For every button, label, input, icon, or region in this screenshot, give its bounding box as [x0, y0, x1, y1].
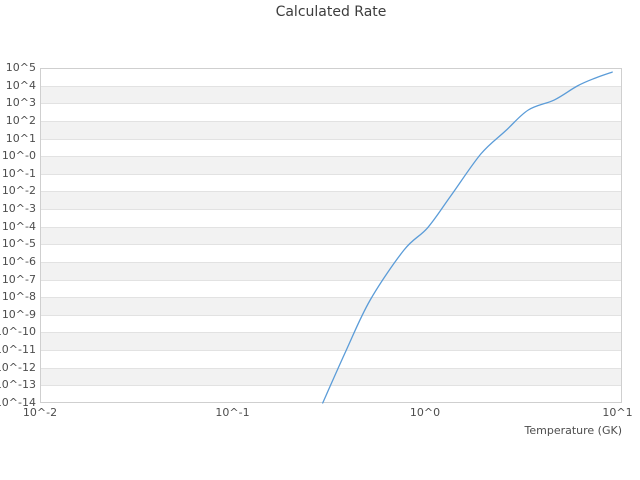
background-band [41, 69, 621, 86]
background-band [41, 120, 621, 139]
y-tick-label: 10^-2 [1, 184, 36, 198]
y-tick-label: 10^-12 [0, 360, 36, 374]
y-gridline [41, 385, 621, 387]
y-tick-label: 10^4 [5, 78, 36, 92]
y-tick-label: 10^-5 [1, 237, 36, 251]
background-band [41, 191, 621, 210]
background-band [41, 138, 621, 157]
y-tick-label: 10^-4 [1, 219, 36, 233]
y-gridline [41, 314, 621, 316]
background-band [41, 156, 621, 174]
y-tick-label: 10^-6 [1, 254, 36, 268]
y-gridline [41, 103, 621, 105]
background-band [41, 314, 621, 333]
y-gridline [41, 350, 621, 352]
y-gridline [41, 120, 621, 122]
y-tick-label: 10^-3 [1, 202, 36, 216]
background-band [41, 297, 621, 315]
y-gridline [41, 191, 621, 193]
y-tick-label: 10^-13 [0, 378, 36, 392]
y-tick-label: 10^-14 [0, 396, 36, 409]
background-band [41, 350, 621, 368]
y-tick-label: 10^-8 [1, 290, 36, 304]
y-gridline [41, 209, 621, 211]
background-band [41, 279, 621, 298]
y-tick-label: 10^3 [5, 96, 36, 110]
plot-area [40, 68, 622, 403]
y-gridline [41, 332, 621, 334]
y-tick-label: 10^-0 [1, 149, 36, 163]
y-gridline [41, 244, 621, 246]
chart-title: Calculated Rate [275, 4, 387, 20]
background-band [41, 209, 621, 227]
y-gridline [41, 261, 621, 263]
y-tick-label: 10^-10 [0, 325, 36, 339]
background-band [41, 385, 621, 402]
x-tick-label: 10^-1 [215, 406, 250, 419]
y-tick-label: 10^-11 [0, 343, 36, 357]
y-tick-label: 10^-9 [1, 307, 36, 321]
background-band [41, 332, 621, 351]
background-band [41, 103, 621, 121]
y-gridline [41, 173, 621, 175]
y-tick-label: 10^5 [5, 61, 36, 74]
y-gridline [41, 279, 621, 281]
x-tick-label: 10^1 [602, 406, 633, 419]
y-gridline [41, 156, 621, 158]
y-gridline [41, 367, 621, 369]
y-gridline [41, 138, 621, 140]
x-tick-label: 10^0 [409, 406, 441, 419]
y-tick-label: 10^-1 [1, 166, 36, 180]
y-gridline [41, 85, 621, 87]
background-band [41, 173, 621, 192]
y-tick-label: 10^2 [5, 113, 36, 127]
background-band [41, 367, 621, 386]
x-tick-label: 10^-2 [22, 406, 58, 419]
background-band [41, 244, 621, 262]
y-tick-label: 10^1 [5, 131, 36, 145]
background-band [41, 226, 621, 245]
x-axis-title: Temperature (GK) [524, 424, 623, 437]
y-tick-label: 10^-7 [1, 272, 36, 286]
background-band [41, 85, 621, 104]
y-gridline [41, 226, 621, 228]
background-band [41, 261, 621, 280]
y-gridline [41, 297, 621, 299]
